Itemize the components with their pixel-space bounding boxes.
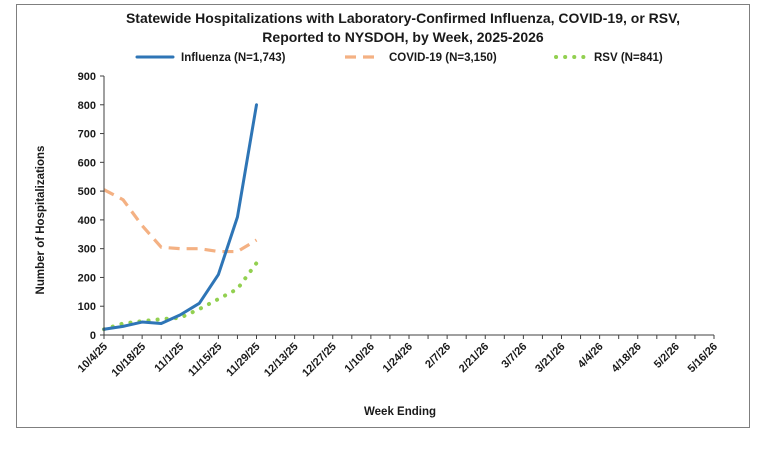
- x-tick-label: 1/10/26: [343, 341, 377, 375]
- x-axis-ticks: 10/4/25 10/18/25 11/1/25 11/15/25 11/29/25 12…: [76, 335, 720, 379]
- x-tick-label: 3/21/26: [533, 341, 567, 375]
- chart-frame: [16, 4, 750, 428]
- y-axis-ticks: 0 100 200 300 400 500 600 700 800 900: [78, 71, 104, 342]
- y-tick-label: 800: [78, 100, 96, 112]
- y-tick-label: 700: [78, 129, 96, 141]
- x-axis-label: Week Ending: [364, 406, 436, 418]
- x-tick-label: 2/7/26: [423, 341, 453, 371]
- y-tick-label: 0: [90, 330, 96, 342]
- chart-legend: Influenza (N=1,743) COVID-19 (N=3,150) RSV…: [135, 52, 663, 64]
- x-tick-label: 5/2/26: [652, 341, 682, 371]
- x-tick-label: 4/4/26: [576, 341, 606, 371]
- x-tick-label: 5/16/26: [686, 341, 720, 375]
- y-tick-label: 900: [78, 71, 96, 83]
- y-tick-label: 200: [78, 272, 96, 284]
- y-tick-label: 300: [78, 244, 96, 256]
- legend-label: COVID-19 (N=3,150): [389, 52, 497, 64]
- chart-title-line-1: Statewide Hospitalizations with Laborato…: [126, 10, 680, 26]
- y-tick-label: 400: [78, 215, 96, 227]
- plot-series: [102, 103, 259, 332]
- x-tick-label: 2/21/26: [457, 341, 491, 375]
- y-tick-label: 100: [78, 301, 96, 313]
- x-tick-label: 12/13/25: [262, 341, 301, 380]
- series-line-influenza: [102, 103, 258, 331]
- x-tick-label: 4/18/26: [609, 341, 643, 375]
- chart-title-line-2: Reported to NYSDOH, by Week, 2025-2026: [262, 29, 544, 45]
- series-line-covid19: [103, 188, 258, 254]
- x-tick-label: 12/27/25: [300, 341, 339, 380]
- x-tick-label: 11/15/25: [186, 341, 224, 379]
- x-tick-label: 1/24/26: [381, 341, 415, 375]
- x-tick-label: 10/18/25: [109, 341, 148, 380]
- series-line-rsv: [102, 261, 259, 332]
- legend-label: RSV (N=841): [594, 52, 663, 64]
- legend-label: Influenza (N=1,743): [181, 52, 286, 64]
- x-tick-label: 10/4/25: [76, 341, 110, 375]
- x-tick-label: 11/1/25: [152, 341, 186, 375]
- y-tick-label: 500: [78, 186, 96, 198]
- x-tick-label: 11/29/25: [224, 341, 262, 379]
- x-tick-label: 3/7/26: [499, 341, 529, 371]
- y-tick-label: 600: [78, 157, 96, 169]
- y-axis-label: Number of Hospitalizations: [35, 146, 47, 295]
